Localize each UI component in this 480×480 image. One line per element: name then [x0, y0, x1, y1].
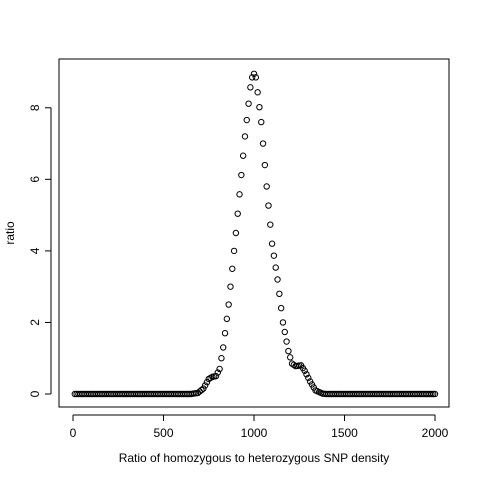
data-point [254, 89, 261, 96]
data-point [229, 265, 236, 272]
data-point [270, 252, 278, 259]
x-tick-label: 2000 [422, 426, 449, 440]
data-point [214, 369, 222, 376]
data-point [236, 191, 243, 198]
data-point [230, 247, 238, 255]
data-point [248, 74, 256, 81]
y-tick-label: 2 [28, 319, 42, 326]
data-point [281, 328, 288, 336]
data-point [212, 372, 220, 380]
data-point [256, 103, 263, 111]
data-point [285, 347, 292, 355]
data-point [198, 386, 205, 394]
x-axis-label: Ratio of homozygous to heterozygous SNP … [119, 451, 390, 465]
data-points [71, 70, 439, 398]
data-point [234, 210, 241, 217]
x-tick-label: 0 [70, 426, 77, 440]
x-axis: 0 500 1000 1500 2000 [70, 414, 449, 440]
data-point [252, 74, 260, 81]
data-point [272, 264, 279, 271]
data-point [220, 344, 227, 351]
y-axis: 0 2 4 6 8 [28, 104, 52, 397]
data-point [259, 140, 267, 147]
data-point [274, 276, 281, 283]
y-tick-label: 0 [28, 390, 42, 397]
data-point [232, 229, 240, 237]
data-point [267, 221, 274, 228]
data-point [243, 116, 250, 124]
data-point [225, 301, 232, 308]
data-point [218, 355, 225, 362]
data-point [216, 365, 223, 373]
data-point [221, 329, 229, 337]
x-tick-label: 1500 [331, 426, 358, 440]
y-tick-label: 4 [28, 247, 42, 254]
data-point [239, 152, 247, 159]
data-point [265, 202, 272, 209]
data-point [303, 371, 310, 378]
data-point [268, 240, 276, 247]
data-point [200, 385, 207, 392]
y-tick-label: 8 [28, 104, 42, 111]
data-point [276, 290, 283, 298]
data-point [258, 118, 265, 126]
data-point [223, 315, 231, 323]
data-point [245, 100, 252, 107]
data-point [203, 378, 211, 386]
data-point [250, 70, 258, 77]
data-point [305, 374, 312, 382]
data-point [238, 171, 245, 179]
data-point [279, 319, 287, 326]
data-point [287, 354, 294, 361]
x-tick-label: 500 [153, 426, 173, 440]
data-point [261, 161, 269, 169]
data-point [227, 283, 234, 290]
data-point [431, 390, 439, 398]
data-point [428, 390, 435, 398]
data-point [263, 183, 270, 190]
data-point [201, 382, 209, 389]
data-point [301, 367, 308, 374]
data-point [277, 304, 285, 312]
data-point [247, 84, 254, 91]
data-point [283, 338, 290, 345]
plot-frame [58, 58, 450, 408]
y-tick-label: 6 [28, 176, 42, 183]
x-tick-label: 1000 [241, 426, 268, 440]
y-axis-label: ratio [3, 221, 17, 245]
data-point [429, 390, 437, 398]
data-point [241, 133, 249, 140]
